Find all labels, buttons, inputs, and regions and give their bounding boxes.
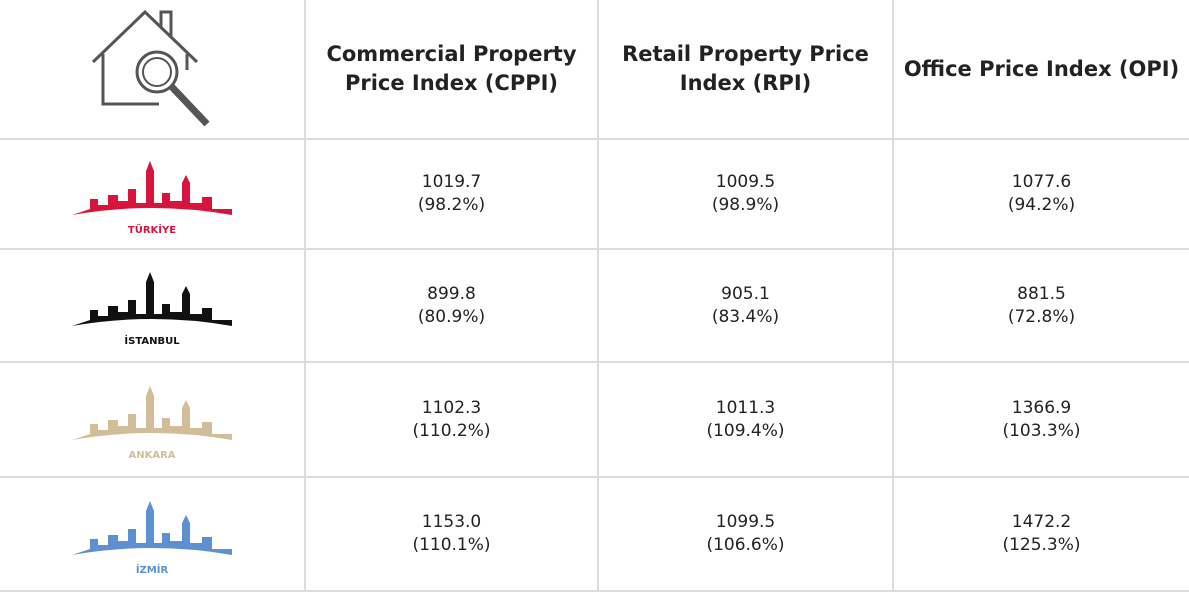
index-change: (110.2%) [412,420,491,441]
index-value: 1472.2 [1011,512,1072,532]
index-cell: 1077.6 (94.2%) [892,138,1189,250]
region-cell: ANKARA [0,361,306,478]
index-value: 1099.5 [715,512,776,532]
index-value: 1077.6 [1011,172,1072,192]
region-label: TÜRKİYE [127,224,177,236]
column-header: Office Price Index (OPI) [892,0,1189,140]
index-change: (83.4%) [711,306,780,327]
skyline-shape [72,500,232,555]
index-cell: 899.8 (80.9%) [304,248,599,363]
index-cell: 1472.2 (125.3%) [892,476,1189,592]
index-cell: 1153.0 (110.1%) [304,476,599,592]
index-value: 881.5 [1017,283,1066,304]
index-change: (72.8%) [1007,306,1076,327]
index-cell: 1102.3 (110.2%) [304,361,599,478]
index-value: 899.8 [427,283,476,304]
skyline-icon [72,500,232,555]
index-value: 1019.7 [421,172,482,192]
index-value: 1366.9 [1011,397,1072,418]
index-cell: 1009.5 (98.9%) [597,138,894,250]
index-change: (98.2%) [417,195,486,215]
house-search-icon [91,9,210,127]
index-value: 1011.3 [715,397,776,418]
index-change: (98.9%) [711,195,780,215]
index-change: (106.6%) [706,535,785,555]
index-value: 1153.0 [421,512,482,532]
region-label: ANKARA [128,450,176,461]
region-cell: TÜRKİYE [0,138,306,250]
index-value: 1009.5 [715,172,776,192]
index-cell: 1366.9 (103.3%) [892,361,1189,478]
index-cell: 1011.3 (109.4%) [597,361,894,478]
index-cell: 1019.7 (98.2%) [304,138,599,250]
index-change: (109.4%) [706,420,785,441]
index-cell: 1099.5 (106.6%) [597,476,894,592]
skyline-shape [72,160,232,215]
skyline-icon [72,272,232,326]
skyline-icon [72,386,232,440]
index-value: 1102.3 [421,397,482,418]
region-label: İZMİR [135,564,169,576]
index-value: 905.1 [721,283,770,304]
column-header: Retail Property Price Index (RPI) [597,0,894,140]
index-change: (110.1%) [412,535,491,555]
index-change: (94.2%) [1007,195,1076,215]
skyline-shape [72,386,232,440]
skyline-icon [72,160,232,215]
region-cell: İSTANBUL [0,248,306,363]
header-icon-cell [0,0,306,140]
index-change: (125.3%) [1002,535,1081,555]
index-change: (103.3%) [1002,420,1081,441]
index-cell: 881.5 (72.8%) [892,248,1189,363]
index-change: (80.9%) [417,306,486,327]
region-cell: İZMİR [0,476,306,592]
index-cell: 905.1 (83.4%) [597,248,894,363]
region-label: İSTANBUL [124,336,180,347]
column-header: Commercial Property Price Index (CPPI) [304,0,599,140]
skyline-shape [72,272,232,326]
